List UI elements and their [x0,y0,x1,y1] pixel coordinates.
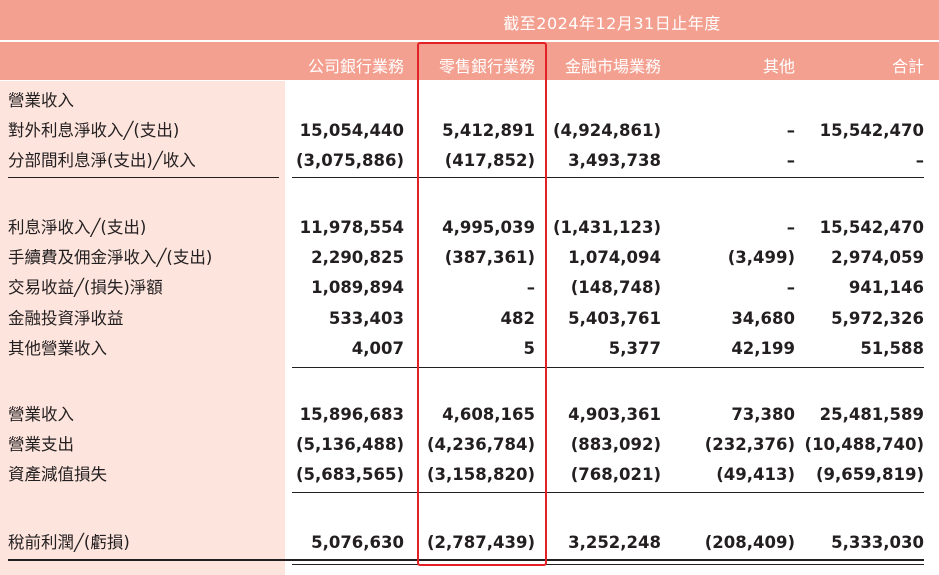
cell-markets: 5,403,761 [568,309,661,328]
table-row: 手續費及佣金淨收入╱(支出) 2,290,825 (387,361) 1,074… [0,245,939,271]
table-row: 營業支出 (5,136,488) (4,236,784) (883,092) (… [0,432,939,458]
cell-markets: (883,092) [570,435,661,454]
table-row: 對外利息淨收入╱(支出) 15,054,440 5,412,891 (4,924… [0,118,939,144]
cell-corporate: (5,136,488) [296,435,404,454]
cell-retail: 482 [500,309,535,328]
row-label: 資產減值損失 [8,465,107,484]
section-rule [292,177,924,178]
column-header-other: 其他 [762,57,795,76]
cell-retail: 5,412,891 [442,121,535,140]
row-label: 營業收入 [8,91,74,110]
period-header: 截至2024年12月31日止年度 [503,14,721,33]
cell-corporate: 11,978,554 [299,218,404,237]
table-row: 金融投資淨收益 533,403 482 5,403,761 34,680 5,9… [0,306,939,332]
cell-retail: 5 [523,339,535,358]
row-label: 交易收益╱(損失)淨額 [8,278,163,297]
cell-corporate: (3,075,886) [296,151,404,170]
cell-total: 5,972,326 [831,309,924,328]
cell-retail: (4,236,784) [427,435,535,454]
cell-retail: (2,787,439) [427,533,535,552]
table-row: 利息淨收入╱(支出) 11,978,554 4,995,039 (1,431,1… [0,215,939,241]
total-double-rule-lower [292,564,924,565]
retail-column-highlight [417,42,547,566]
cell-other: (3,499) [727,248,795,267]
table-row: 其他營業收入 4,007 5 5,377 42,199 51,588 [0,336,939,362]
cell-total: 941,146 [848,278,924,297]
cell-retail: 4,608,165 [442,405,535,424]
cell-corporate: 5,076,630 [311,533,404,552]
cell-corporate: 4,007 [351,339,404,358]
cell-corporate: 15,054,440 [299,121,404,140]
header-divider [0,40,939,42]
table-row: 營業收入 15,896,683 4,608,165 4,903,361 73,3… [0,402,939,428]
column-header-corporate: 公司銀行業務 [307,57,404,76]
cell-markets: 3,493,738 [568,151,661,170]
cell-corporate: 1,089,894 [311,278,404,297]
row-label: 利息淨收入╱(支出) [8,218,147,237]
cell-retail: (417,852) [444,151,535,170]
table-row: 資產減值損失 (5,683,565) (3,158,820) (768,021)… [0,462,939,488]
cell-other: 34,680 [731,309,795,328]
section-rule [292,492,924,493]
cell-total: 51,588 [860,339,924,358]
label-column-background [0,80,285,575]
row-label: 手續費及佣金淨收入╱(支出) [8,248,213,267]
row-label: 稅前利潤╱(虧損) [8,533,130,552]
column-header-markets: 金融市場業務 [564,57,661,76]
cell-total: 15,542,470 [819,218,924,237]
cell-other: – [786,151,795,170]
row-label: 營業收入 [8,405,74,424]
cell-markets: 4,903,361 [568,405,661,424]
cell-retail: – [526,278,535,297]
cell-total: (10,488,740) [804,435,924,454]
cell-retail: (3,158,820) [427,465,535,484]
cell-corporate: 533,403 [328,309,404,328]
cell-other: 42,199 [731,339,795,358]
row-label: 分部間利息淨(支出)╱收入 [8,151,196,170]
cell-corporate: (5,683,565) [296,465,404,484]
column-header-retail: 零售銀行業務 [438,57,535,76]
cell-total: – [915,151,924,170]
cell-retail: 4,995,039 [442,218,535,237]
total-double-rule [8,559,924,561]
cell-markets: (1,431,123) [553,218,661,237]
cell-markets: 5,377 [608,339,661,358]
table-row: 分部間利息淨(支出)╱收入 (3,075,886) (417,852) 3,49… [0,148,939,174]
row-label: 金融投資淨收益 [8,309,124,328]
cell-total: 15,542,470 [819,121,924,140]
table-row: 交易收益╱(損失)淨額 1,089,894 – (148,748) – 941,… [0,275,939,301]
cell-markets: 1,074,094 [568,248,661,267]
section-rule [8,177,279,178]
cell-markets: 3,252,248 [568,533,661,552]
table-row: 營業收入 [0,88,939,114]
cell-markets: (4,924,861) [553,121,661,140]
header-bottom-divider [0,80,939,81]
row-label: 營業支出 [8,435,74,454]
cell-markets: (768,021) [570,465,661,484]
section-rule [292,367,924,368]
cell-corporate: 15,896,683 [299,405,404,424]
cell-other: – [786,278,795,297]
row-label: 其他營業收入 [8,339,107,358]
cell-total: (9,659,819) [816,465,924,484]
cell-markets: (148,748) [570,278,661,297]
cell-other: (49,413) [716,465,795,484]
cell-total: 2,974,059 [831,248,924,267]
row-label: 對外利息淨收入╱(支出) [8,121,180,140]
cell-other: (232,376) [704,435,795,454]
table-row: 稅前利潤╱(虧損) 5,076,630 (2,787,439) 3,252,24… [0,530,939,556]
cell-other: (208,409) [704,533,795,552]
cell-other: – [786,218,795,237]
cell-retail: (387,361) [444,248,535,267]
column-header-total: 合計 [891,57,924,76]
cell-corporate: 2,290,825 [311,248,404,267]
cell-total: 25,481,589 [819,405,924,424]
cell-total: 5,333,030 [831,533,924,552]
cell-other: – [786,121,795,140]
cell-other: 73,380 [731,405,795,424]
